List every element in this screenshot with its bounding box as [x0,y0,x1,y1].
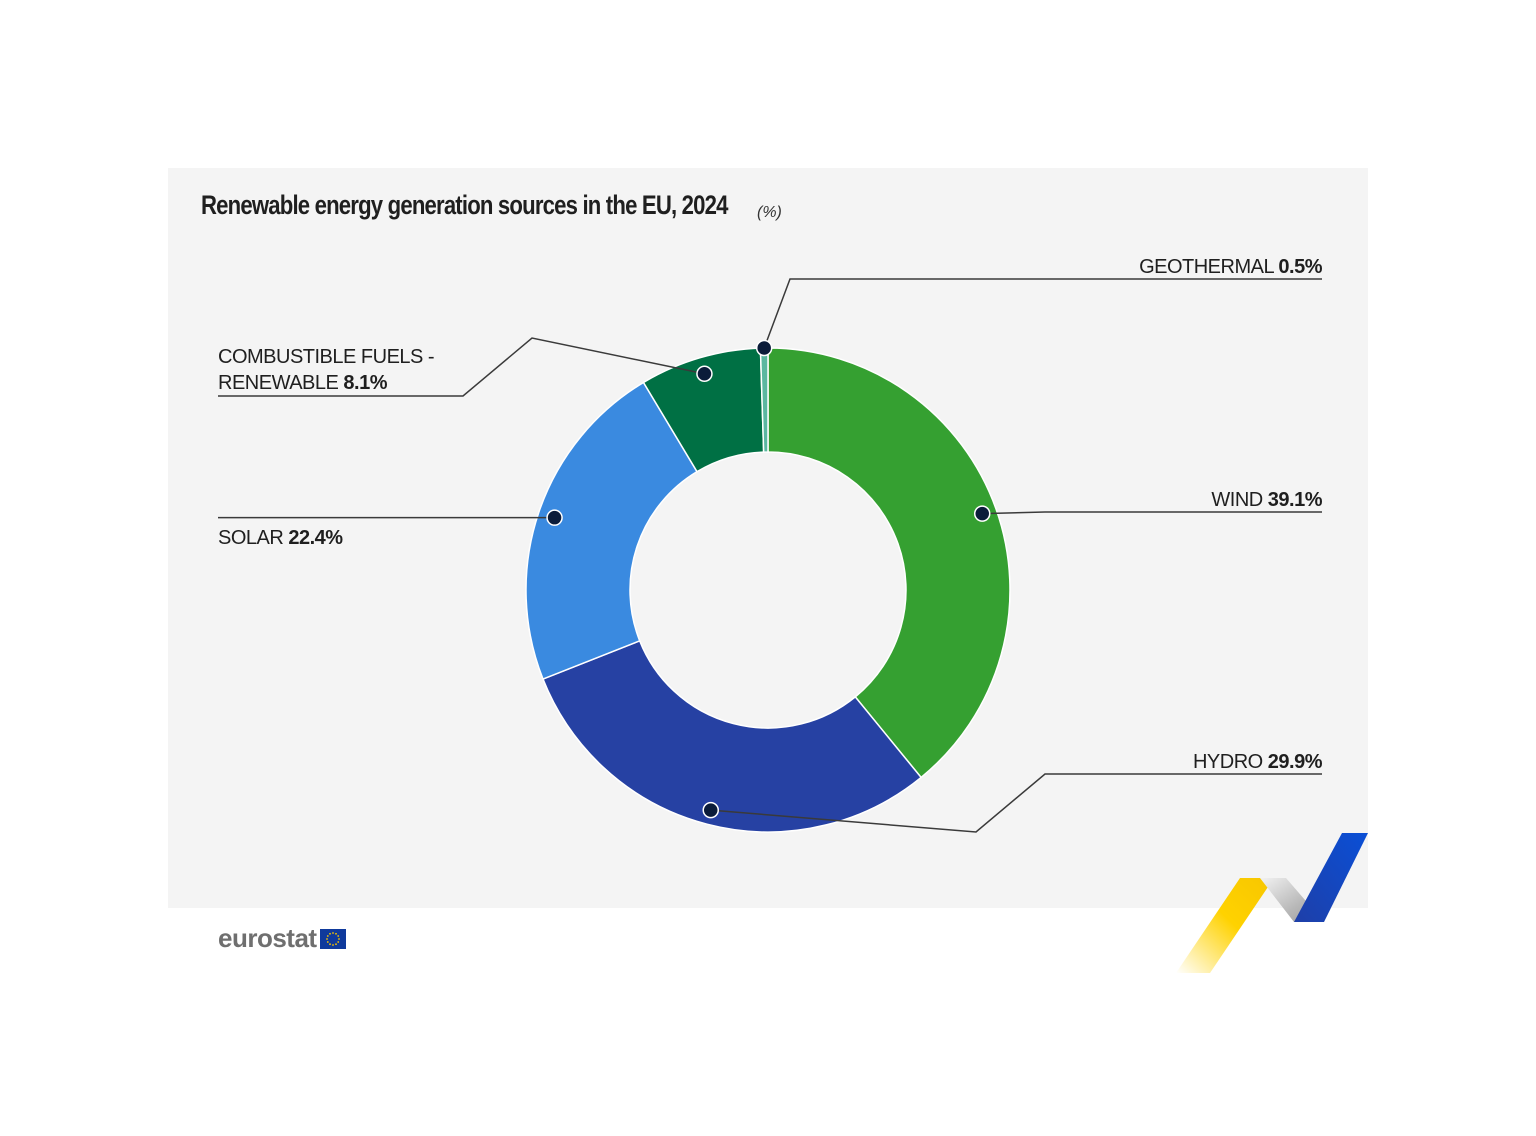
marker-geothermal [755,339,773,357]
leader-line-combustible-fuels [218,337,705,397]
chart-title: Renewable energy generation sources in t… [201,190,843,230]
label-combustible-fuels-name: COMBUSTIBLE FUELS - [218,346,434,368]
label-solar-name: SOLAR [218,527,288,549]
label-wind-value: 39.1% [1268,489,1323,511]
label-wind-name: WIND [1211,489,1267,511]
marker-combustible-fuels [696,365,713,383]
slice-solar [525,381,699,681]
label-geothermal: GEOTHERMAL 0.5% [1139,256,1323,278]
label-solar-value: 22.4% [288,527,343,549]
slice-hydro [542,639,923,833]
donut-slices [525,347,1011,833]
eu-flag-icon [319,929,346,949]
label-hydro: HYDRO 29.9% [1193,751,1323,773]
label-solar: SOLAR 22.4% [218,527,343,549]
label-geothermal-name: GEOTHERMAL [1139,256,1278,278]
leader-line-hydro [710,773,1322,833]
slice-wind [767,347,1011,779]
leader-line-wind [982,511,1322,515]
leader-line-geothermal [763,278,1322,349]
chart-unit: (%) [757,204,782,221]
label-combustible-fuels: COMBUSTIBLE FUELS - RENEWABLE 8.1% [218,346,434,394]
marker-hydro [702,801,719,819]
label-hydro-value: 29.9% [1268,751,1323,773]
label-wind: WIND 39.1% [1211,489,1322,511]
marker-wind [973,505,991,522]
label-combustible-fuels-value: 8.1% [343,372,387,394]
chart-title-text: Renewable energy generation sources in t… [201,190,728,220]
label-geothermal-value: 0.5% [1278,256,1322,278]
eurostat-brand-swoosh-icon [1176,833,1368,973]
marker-solar [546,509,563,526]
label-hydro-name: HYDRO [1193,751,1268,773]
label-combustible-fuels-name: RENEWABLE [218,372,343,394]
eurostat-wordmark: eurostat [218,922,317,953]
eurostat-logo: eurostat [218,922,346,954]
donut-labels: WIND 39.1% HYDRO 29.9% SOLAR 22.4% COMBUSTI… [218,256,1323,833]
